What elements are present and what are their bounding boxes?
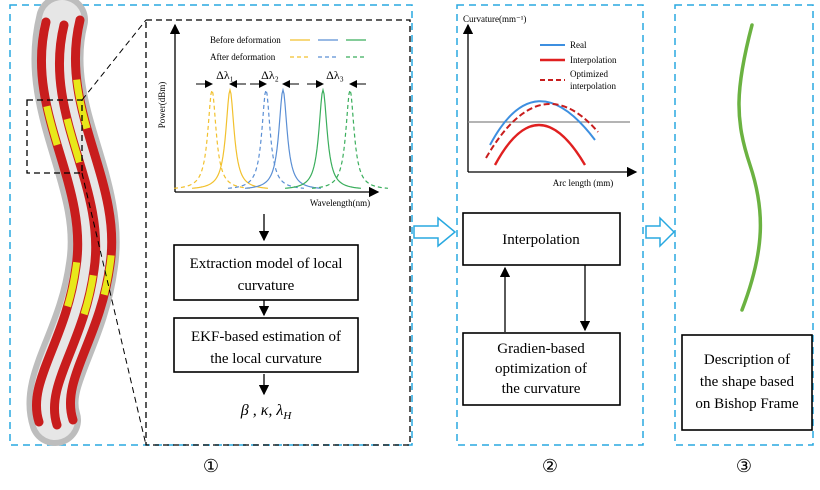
- box-text: Gradien-based: [497, 341, 585, 357]
- formula-main: β , κ, λ: [240, 402, 284, 419]
- x-axis-label: Arc length (mm): [553, 178, 613, 188]
- shift-label: Δλ₃: [326, 68, 344, 82]
- box-text: the curvature: [502, 381, 581, 397]
- interpolation-curve: [495, 125, 585, 165]
- box-text: curvature: [238, 278, 295, 294]
- spectrum-peak: [312, 90, 388, 188]
- y-axis-label: Power(dBm): [157, 82, 167, 129]
- legend-label: Interpolation: [570, 55, 617, 65]
- spectrum-peak: [174, 90, 250, 188]
- spectrum-peak: [285, 90, 361, 188]
- shift-label: Δλ₂: [261, 68, 279, 82]
- legend-label: Before deformation: [210, 35, 281, 45]
- legend-label: interpolation: [570, 81, 616, 91]
- legend-label: Optimized: [570, 69, 608, 79]
- box-text: optimization of: [495, 361, 587, 377]
- spectrum-plot: Power(dBm) Wavelength(nm) Before deforma…: [157, 25, 388, 208]
- real-curve: [490, 101, 595, 145]
- box-text: the local curvature: [210, 351, 322, 367]
- legend-label: Real: [570, 40, 587, 50]
- diagram: Power(dBm) Wavelength(nm) Before deforma…: [0, 0, 820, 490]
- flow-arrow: [646, 218, 674, 246]
- zoom-frame: [146, 20, 410, 445]
- panel-number: ③: [736, 456, 752, 476]
- panel-number: ①: [203, 456, 219, 476]
- shift-label: Δλ₁: [216, 68, 234, 82]
- spectrum-peak: [228, 90, 304, 188]
- legend-label: After deformation: [210, 52, 276, 62]
- curvature-plot: Curvature(mm⁻¹) Arc length (mm) Real Int…: [463, 14, 636, 188]
- box-text: the shape based: [700, 374, 795, 390]
- formula-subscript: H: [282, 410, 292, 422]
- shape-curve: [739, 25, 760, 310]
- box-text: Interpolation: [502, 232, 580, 248]
- output-formula: β , κ, λH: [240, 402, 293, 422]
- box-text: Description of: [704, 352, 790, 368]
- catheter-illustration: [36, 20, 111, 425]
- y-axis-label: Curvature(mm⁻¹): [463, 14, 526, 24]
- box-text: EKF-based estimation of: [191, 329, 341, 345]
- panel-number: ②: [542, 456, 558, 476]
- x-axis-label: Wavelength(nm): [310, 198, 370, 208]
- box-text: on Bishop Frame: [695, 396, 799, 412]
- spectrum-peak: [245, 90, 321, 188]
- spectrum-peak: [192, 90, 268, 188]
- zoom-line: [82, 20, 146, 100]
- flow-arrow: [414, 218, 455, 246]
- box-text: Extraction model of local: [190, 256, 343, 272]
